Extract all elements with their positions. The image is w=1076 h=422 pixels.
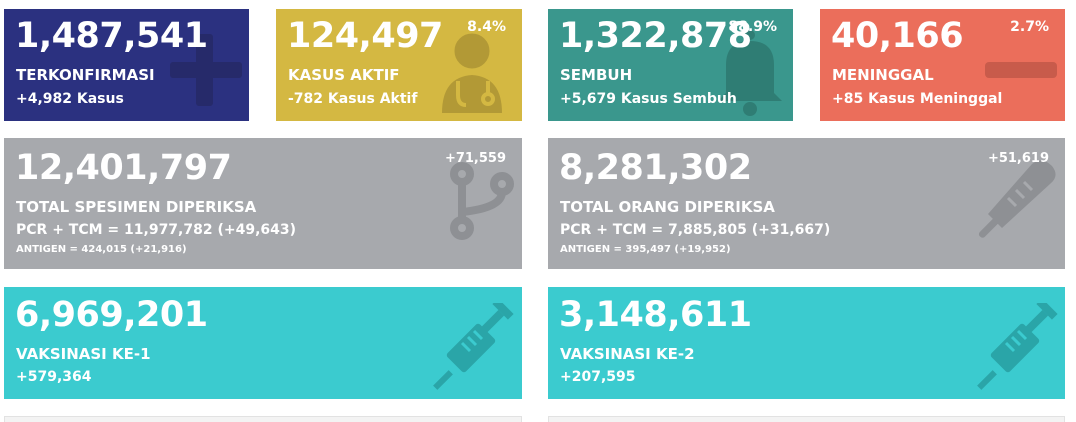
orang-value: 8,281,302 <box>559 148 752 188</box>
plus-icon <box>170 34 242 106</box>
meninggal-label: MENINGGAL <box>832 66 934 84</box>
orang-antigen: ANTIGEN = 395,497 (+19,952) <box>560 244 731 255</box>
next-card-right <box>548 416 1065 422</box>
vaksin2-label: VAKSINASI KE-2 <box>560 345 695 363</box>
aktif-sub: -782 Kasus Aktif <box>288 91 418 107</box>
card-vaksinasi-2: 3,148,611 VAKSINASI KE-2 +207,595 <box>548 287 1065 399</box>
bell-icon <box>718 30 782 116</box>
doctor-icon <box>442 33 502 113</box>
terkonfirmasi-label: TERKONFIRMASI <box>16 66 155 84</box>
sembuh-sub: +5,679 Kasus Sembuh <box>560 91 737 107</box>
meninggal-value: 40,166 <box>831 16 964 56</box>
spesimen-label: TOTAL SPESIMEN DIPERIKSA <box>16 198 257 216</box>
vaksin2-value: 3,148,611 <box>559 295 752 335</box>
card-kasus-aktif: 8.4% 124,497 KASUS AKTIF -782 Kasus Akti… <box>276 9 522 121</box>
meninggal-sub: +85 Kasus Meninggal <box>832 91 1003 107</box>
card-total-spesimen: +71,559 12,401,797 TOTAL SPESIMEN DIPERI… <box>4 138 522 269</box>
vaksin1-value: 6,969,201 <box>15 295 208 335</box>
card-sembuh: 88.9% 1,322,878 SEMBUH +5,679 Kasus Semb… <box>548 9 793 121</box>
orang-pcr: PCR + TCM = 7,885,805 (+31,667) <box>560 222 831 238</box>
sembuh-percent: 88.9% <box>728 19 777 35</box>
vaksin1-label: VAKSINASI KE-1 <box>16 345 151 363</box>
aktif-label: KASUS AKTIF <box>288 66 400 84</box>
spesimen-value: 12,401,797 <box>15 148 232 188</box>
minus-icon <box>985 62 1057 78</box>
orang-label: TOTAL ORANG DIPERIKSA <box>560 198 775 216</box>
spesimen-antigen: ANTIGEN = 424,015 (+21,916) <box>16 244 187 255</box>
next-card-left <box>4 416 522 422</box>
meninggal-percent: 2.7% <box>1010 19 1049 35</box>
spesimen-pcr: PCR + TCM = 11,977,782 (+49,643) <box>16 222 297 238</box>
syringe-icon <box>977 303 1058 390</box>
aktif-percent: 8.4% <box>467 19 506 35</box>
card-vaksinasi-1: 6,969,201 VAKSINASI KE-1 +579,364 <box>4 287 522 399</box>
card-meninggal: 2.7% 40,166 MENINGGAL +85 Kasus Meningga… <box>820 9 1065 121</box>
branch-icon <box>450 162 514 240</box>
terkonfirmasi-value: 1,487,541 <box>15 16 208 56</box>
sembuh-label: SEMBUH <box>560 66 633 84</box>
orang-delta: +51,619 <box>987 151 1049 166</box>
card-total-orang: +51,619 8,281,302 TOTAL ORANG DIPERIKSA … <box>548 138 1065 269</box>
aktif-value: 124,497 <box>287 16 443 56</box>
terkonfirmasi-sub: +4,982 Kasus <box>16 91 124 107</box>
sembuh-value: 1,322,878 <box>559 16 752 56</box>
thermometer-icon <box>978 160 1056 238</box>
vaksin1-sub: +579,364 <box>16 369 92 385</box>
vaksin2-sub: +207,595 <box>560 369 636 385</box>
card-terkonfirmasi: 1,487,541 TERKONFIRMASI +4,982 Kasus <box>4 9 249 121</box>
syringe-icon <box>433 303 514 390</box>
spesimen-delta: +71,559 <box>444 151 506 166</box>
